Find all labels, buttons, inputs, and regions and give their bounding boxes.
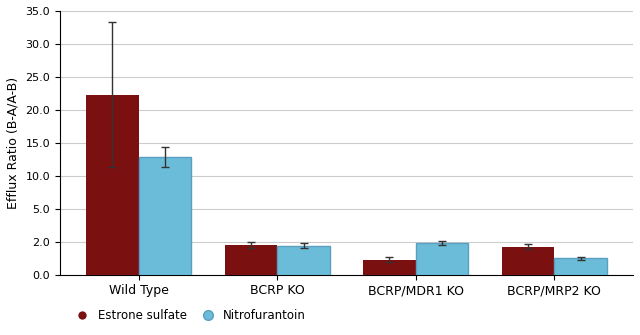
Bar [502, 247, 554, 275]
Bar [225, 245, 277, 275]
Bar [554, 258, 607, 275]
Legend: Estrone sulfate, Nitrofurantoin: Estrone sulfate, Nitrofurantoin [66, 305, 311, 327]
Y-axis label: Efflux Ratio (B-A/A-B): Efflux Ratio (B-A/A-B) [7, 77, 20, 209]
Bar [277, 246, 330, 275]
Bar [416, 243, 468, 275]
Bar [139, 157, 191, 275]
Bar [86, 95, 139, 275]
Bar [363, 260, 416, 275]
